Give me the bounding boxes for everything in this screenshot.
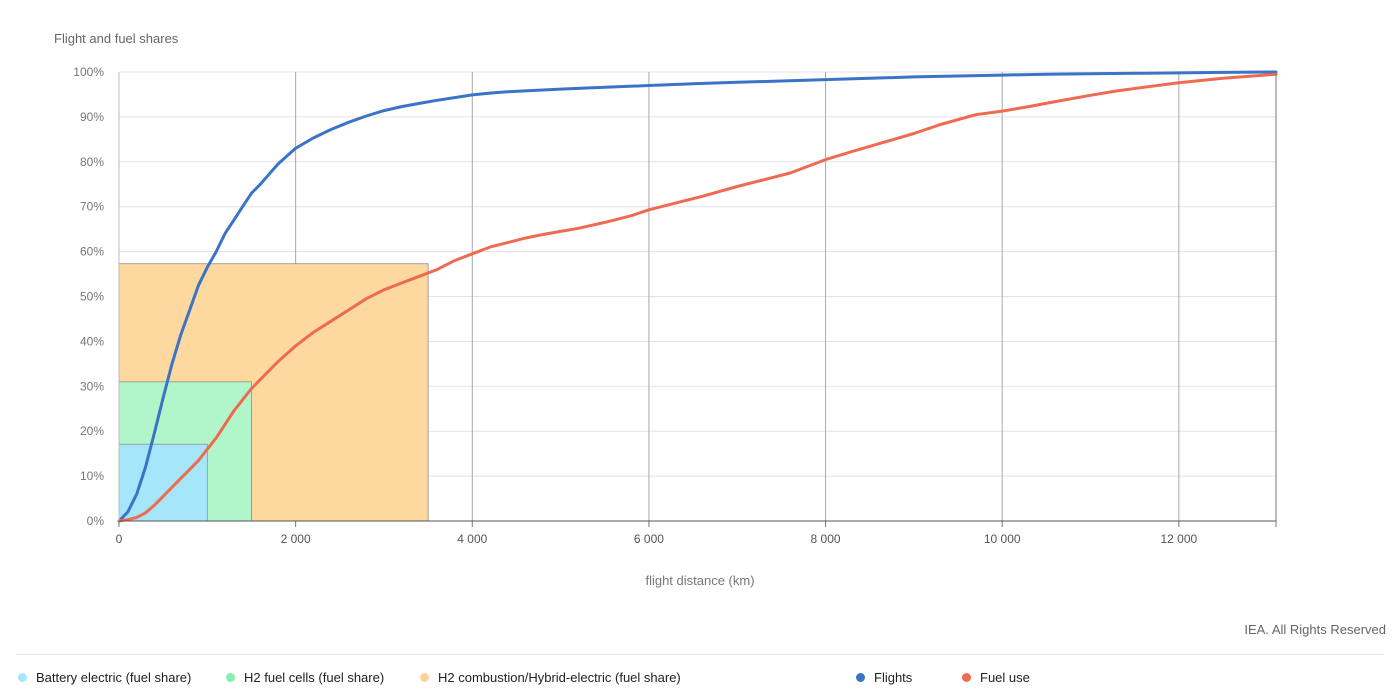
y-tick-label-0: 0% [87, 514, 105, 528]
legend-dot-fuel-use [962, 673, 971, 682]
x-tick-label-6: 12 000 [1160, 532, 1197, 546]
x-tick-label-5: 10 000 [984, 532, 1021, 546]
series-lines [117, 70, 1278, 523]
fuel-share-areas [118, 263, 429, 522]
legend-item-fuel-use[interactable]: Fuel use [962, 670, 1030, 685]
legend-item-h2-combustion[interactable]: H2 combustion/Hybrid-electric (fuel shar… [420, 670, 681, 685]
x-tick-label-1: 2 000 [281, 532, 311, 546]
x-tick-label-0: 0 [116, 532, 123, 546]
y-tick-label-6: 60% [80, 245, 104, 259]
x-tick-label-2: 4 000 [457, 532, 487, 546]
y-tick-label-5: 50% [80, 290, 104, 304]
y-tick-label-1: 10% [80, 469, 104, 483]
legend-item-flights[interactable]: Flights [856, 670, 912, 685]
legend-label-h2-combustion: H2 combustion/Hybrid-electric (fuel shar… [438, 670, 681, 685]
y-axis-title: Flight and fuel shares [54, 31, 179, 46]
x-tick-label-3: 6 000 [634, 532, 664, 546]
legend-divider [16, 654, 1384, 655]
legend-item-h2-fuel-cells[interactable]: H2 fuel cells (fuel share) [226, 670, 384, 685]
axes: 0% 10% 20% 30% 40% 50% 60% 70% 80% 90% 100% 0 2 000 4… [73, 65, 1277, 546]
y-tick-label-4: 40% [80, 334, 104, 348]
y-tick-label-2: 20% [80, 424, 104, 438]
area-2 [118, 443, 208, 522]
y-tick-label-8: 80% [80, 155, 104, 169]
series-line-flights [117, 70, 1278, 523]
legend-item-battery-electric[interactable]: Battery electric (fuel share) [18, 670, 191, 685]
y-tick-label-9: 90% [80, 110, 104, 124]
x-axis-title: flight distance (km) [645, 573, 754, 588]
series-line-fuel-use [117, 72, 1278, 523]
legend: Battery electric (fuel share) H2 fuel ce… [0, 670, 1400, 692]
legend-label-flights: Flights [874, 670, 913, 685]
credit-text: IEA. All Rights Reserved [1244, 622, 1386, 637]
x-tick-label-4: 8 000 [811, 532, 841, 546]
legend-dot-h2-combustion [420, 673, 429, 682]
legend-dot-flights [856, 673, 865, 682]
legend-label-battery-electric: Battery electric (fuel share) [36, 670, 192, 685]
y-tick-label-7: 70% [80, 200, 104, 214]
y-tick-label-10: 100% [73, 65, 104, 79]
legend-dot-battery-electric [18, 673, 27, 682]
legend-dot-h2-fuel-cells [226, 673, 235, 682]
legend-label-h2-fuel-cells: H2 fuel cells (fuel share) [244, 670, 385, 685]
line-chart: 0% 10% 20% 30% 40% 50% 60% 70% 80% 90% 100% 0 2 000 4… [73, 65, 1278, 588]
y-tick-label-3: 30% [80, 379, 104, 393]
legend-label-fuel-use: Fuel use [980, 670, 1030, 685]
